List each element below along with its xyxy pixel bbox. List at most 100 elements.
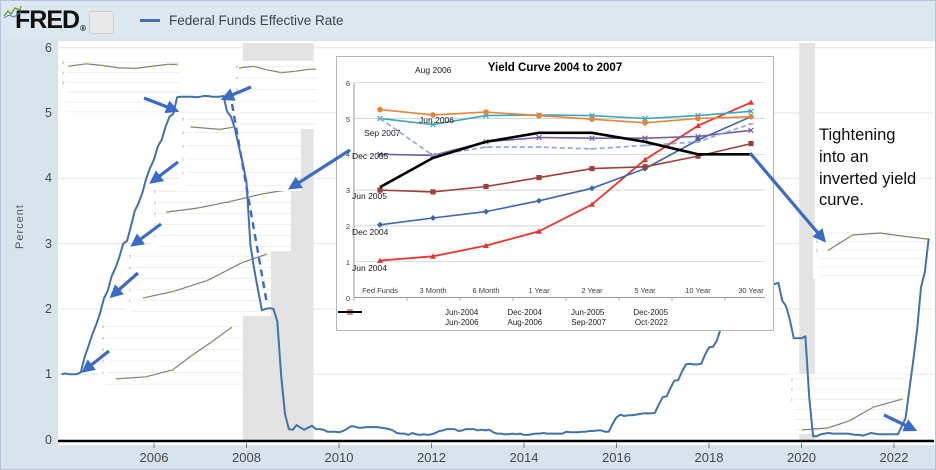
y-tick-label: 0 (45, 432, 52, 447)
inset-curve-label: Aug 2006 (415, 65, 452, 75)
legend-label: Jun-2004 (444, 308, 479, 317)
series-legend: Federal Funds Effective Rate (139, 12, 344, 28)
inset-legend-item[interactable]: Aug-2006 (338, 309, 542, 327)
yield-curve-inset-chart[interactable]: Yield Curve 2004 to 2007 0 1 2 3 4 5 6 Fed Fun… (336, 56, 774, 331)
series-line-swatch (139, 18, 160, 22)
inset-x-tick-label: 30 Year (738, 286, 764, 295)
x-tick-label: 2022 (879, 450, 909, 465)
svg-text:3: 3 (62, 80, 65, 85)
svg-text:4: 4 (129, 265, 132, 270)
inset-legend-item[interactable]: Jun-2004 (338, 308, 479, 317)
svg-text:5: 5 (62, 60, 65, 65)
y-tick-label: 4 (45, 171, 52, 186)
inset-legend-item[interactable]: Dec-2004 (338, 308, 542, 317)
inset-y-tick-label: 2 (345, 221, 350, 231)
registered-mark: ® (80, 23, 86, 33)
inset-legend-item[interactable]: Jun-2006 (338, 309, 479, 327)
svg-text:3: 3 (102, 347, 105, 352)
legend-label: Dec-2004 (507, 308, 542, 317)
x-tick-label: 2020 (787, 450, 816, 465)
x-tick-label: 2014 (509, 450, 539, 465)
yield-curve-thumb-oct-2022: 432 (813, 229, 931, 279)
inset-x-tick-label: 1 Year (528, 286, 550, 295)
inset-x-tick-label: 6 Month (472, 286, 500, 295)
svg-text:4: 4 (182, 130, 185, 135)
svg-text:5: 5 (154, 189, 157, 194)
legend-label: Jun-2006 (445, 318, 479, 327)
inset-x-tick-label: Fed Funds (362, 286, 398, 295)
legend-label: Sep-2007 (571, 318, 606, 327)
yield-curve-thumb-2007: 543 (233, 61, 317, 129)
svg-text:2: 2 (182, 157, 185, 162)
svg-text:5: 5 (236, 64, 239, 69)
inset-curve-label: Jun 2004 (352, 263, 387, 273)
recession-band (799, 43, 815, 440)
y-tick-label: 3 (45, 236, 52, 251)
inset-legend-item[interactable]: Dec-2005 (338, 308, 669, 317)
y-tick-label: 6 (45, 40, 52, 55)
fred-sparkline-icon-art (3, 5, 22, 19)
fed-funds-rate-line (61, 95, 930, 438)
y-tick-label: 1 (45, 367, 52, 382)
inset-curve-label: Sep 2007 (364, 128, 401, 138)
svg-text:3: 3 (182, 143, 185, 148)
svg-text:4: 4 (102, 336, 105, 341)
fred-sparkline-icon (3, 5, 114, 34)
series-legend-label: Federal Funds Effective Rate (168, 12, 344, 28)
svg-text:1: 1 (182, 170, 185, 175)
inset-x-tick-label: 10 Year (685, 286, 711, 295)
inset-series-Dec-2005 (377, 127, 754, 159)
inset-y-tick-label: 0 (345, 293, 350, 303)
inset-x-tick-label: 2 Year (581, 286, 603, 295)
inset-legend-row: Jun-2004 Dec-2004 Jun-2005 Dec-2005 (337, 308, 773, 317)
inset-legend: Jun-2004 Dec-2004 Jun-2005 Dec-2005 Jun-2006… (337, 308, 773, 327)
inset-y-tick-label: 6 (345, 78, 350, 88)
svg-text:5: 5 (182, 117, 185, 122)
x-tick-label: 2010 (324, 450, 354, 465)
inset-chart-title: Yield Curve 2004 to 2007 (487, 62, 623, 74)
svg-text:2: 2 (816, 248, 819, 253)
inset-series-Aug-2006 (377, 106, 754, 126)
inset-legend-item[interactable]: Jun-2005 (338, 308, 605, 317)
inset-series-Oct-2022 (379, 131, 751, 189)
legend-label: Oct-2022 (634, 318, 668, 327)
svg-text:4: 4 (154, 200, 157, 205)
inset-x-tick-label: 3 Month (419, 286, 447, 295)
fred-logo: FRED ® (3, 5, 114, 35)
legend-label: Jun-2005 (571, 308, 605, 317)
svg-text:5: 5 (129, 254, 132, 259)
yield-curve-thumb-2022-rise: 3 2 1 (788, 374, 906, 434)
svg-text:1: 1 (129, 298, 132, 303)
inset-y-tick-label: 4 (345, 150, 350, 160)
x-tick-label: 2016 (602, 450, 631, 465)
inset-legend-item[interactable]: Oct-2022 (338, 311, 668, 327)
svg-text:3: 3 (154, 211, 157, 216)
svg-text:1: 1 (791, 397, 794, 402)
legend-label: Dec-2005 (633, 308, 669, 317)
inset-y-tick-label: 1 (345, 257, 350, 267)
inset-curve-label: Jun 2005 (352, 191, 387, 201)
annotation-text: Tightening into an inverted yield curve. (819, 126, 917, 210)
inset-legend-item[interactable]: Sep-2007 (338, 311, 606, 327)
x-tick-label: 2012 (417, 450, 446, 465)
x-tick-label: 2006 (139, 450, 169, 465)
inset-legend-row: Jun-2006 Aug-2006 Sep-2007 Oct-2022 (337, 309, 773, 327)
inset-y-tick-label: 3 (345, 186, 350, 196)
yield-curve-thumb-2006b: 5 4 3 (59, 58, 179, 116)
svg-text:4: 4 (236, 76, 239, 81)
inset-series-Jun-2005 (377, 141, 754, 195)
x-tick-label: 2008 (232, 450, 261, 465)
inset-y-tick-label: 5 (345, 114, 350, 124)
inset-x-tick-label: 5 Year (634, 286, 656, 295)
svg-text:5: 5 (102, 324, 105, 329)
y-axis-title: Percent (14, 204, 26, 249)
svg-text:2: 2 (791, 387, 794, 392)
y-tick-label: 2 (45, 301, 52, 316)
inset-plot-area (353, 82, 765, 301)
inset-series-Jun-2004 (377, 99, 754, 263)
inset-series-Dec-2004 (377, 113, 754, 228)
